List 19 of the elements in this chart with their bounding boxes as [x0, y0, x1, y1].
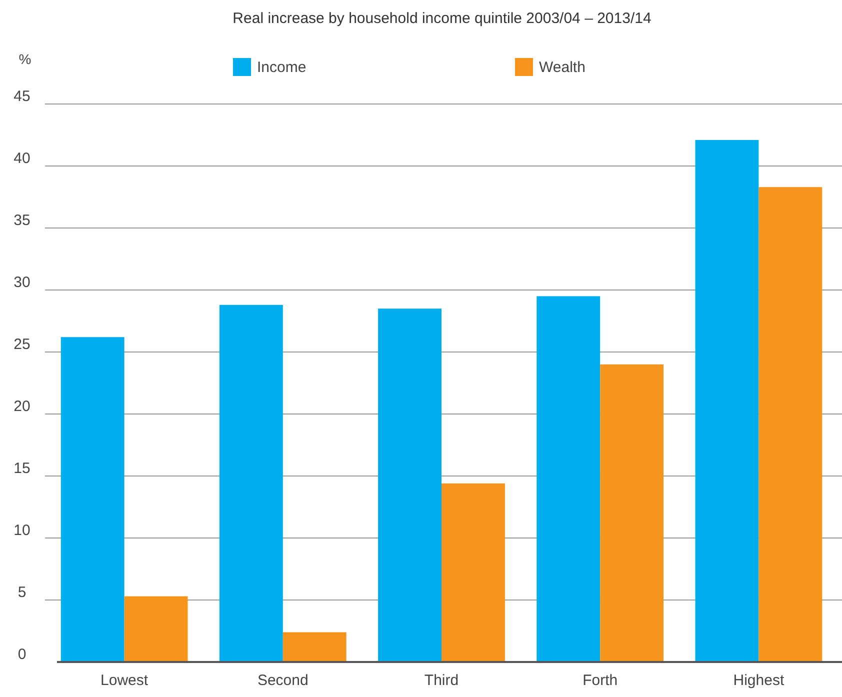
- y-tick-label: 10: [14, 522, 30, 539]
- y-tick-label: 35: [14, 212, 30, 229]
- x-tick-label: Third: [424, 672, 459, 689]
- x-tick-label: Second: [257, 672, 308, 689]
- y-tick-label: 25: [14, 336, 30, 353]
- x-tick-label: Forth: [582, 672, 618, 689]
- y-tick-label: 40: [14, 150, 30, 167]
- y-tick-label: 45: [14, 88, 30, 105]
- y-tick-label: 5: [18, 584, 26, 601]
- x-tick-label: Highest: [733, 672, 785, 689]
- legend-label: Wealth: [539, 59, 586, 76]
- y-tick-label: 0: [18, 646, 26, 663]
- legend-label: Income: [257, 59, 306, 76]
- y-tick-label: 15: [14, 460, 30, 477]
- chart-title: Real increase by household income quintile 2003/04 – 2013/14: [232, 10, 652, 27]
- y-axis-title: %: [18, 51, 32, 67]
- x-tick-label: Lowest: [100, 672, 149, 689]
- y-tick-label: 30: [14, 274, 30, 291]
- y-tick-label: 20: [14, 398, 30, 415]
